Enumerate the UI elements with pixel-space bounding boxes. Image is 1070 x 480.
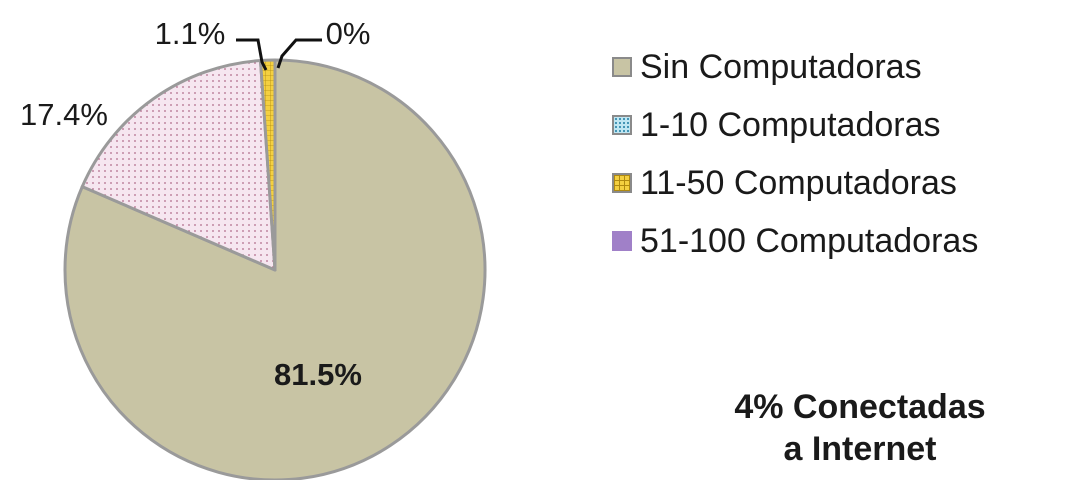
legend-item-1-10: 1-10 Computadoras [612,96,978,154]
pie-slice-1-10-computadoras [80,59,277,272]
legend-label: Sin Computadoras [640,47,922,86]
internet-note: 4% Conectadas a Internet [660,386,1060,470]
legend-swatch-51-100 [612,231,632,251]
legend-item-11-50: 11-50 Computadoras [612,154,978,212]
legend-label: 1-10 Computadoras [640,105,941,144]
legend-label: 11-50 Computadoras [640,163,957,202]
legend-swatch-sin-computadoras [612,57,632,77]
legend-item-sin-computadoras: Sin Computadoras [612,38,978,96]
legend-swatch-11-50 [612,173,632,193]
data-label-51-100-computadoras: 0% [326,16,371,51]
leader-line-51-100-computadoras [276,38,322,69]
internet-note-line-2: a Internet [783,430,937,468]
internet-note-line-1: 4% Conectadas [734,388,986,426]
data-label-sin-computadoras: 81.5% [274,357,362,392]
data-label-1-10-computadoras: 17.4% [20,97,108,132]
legend-item-51-100: 51-100 Computadoras [612,212,978,270]
legend-swatch-1-10 [612,115,632,135]
leader-line-11-50-computadoras [236,38,268,71]
legend-label: 51-100 Computadoras [640,221,979,260]
legend: Sin Computadoras 1-10 Computadoras 11-50… [612,38,978,270]
data-label-11-50-computadoras: 1.1% [155,16,226,51]
